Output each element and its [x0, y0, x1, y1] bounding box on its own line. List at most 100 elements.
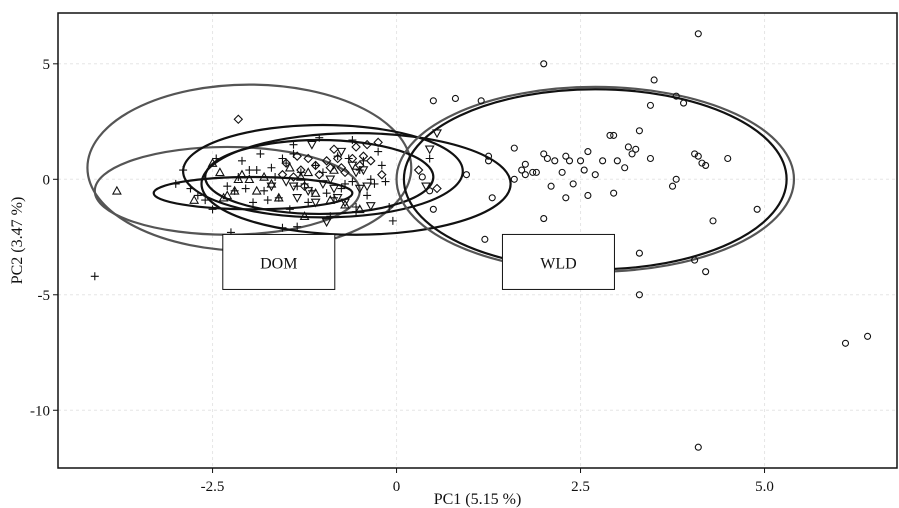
- group-label-box: [222, 233, 336, 290]
- point-triangle-down: [321, 218, 332, 228]
- point-circle: [426, 187, 434, 195]
- point-triangle-up: [284, 162, 295, 172]
- point-circle: [521, 160, 529, 168]
- point-circle: [613, 157, 621, 165]
- point-plus: [271, 172, 280, 181]
- point-circle: [540, 150, 548, 158]
- plot-frame: [57, 12, 898, 469]
- group-label-text: WLD: [540, 255, 576, 272]
- point-diamond: [329, 144, 339, 155]
- point-triangle-down: [362, 182, 373, 192]
- point-triangle-down: [329, 184, 339, 194]
- point-circle: [451, 94, 459, 103]
- point-diamond: [288, 172, 299, 182]
- point-plus: [366, 175, 375, 184]
- y-tick-label: -5: [38, 288, 51, 304]
- point-circle: [510, 175, 518, 183]
- point-circle: [565, 157, 574, 165]
- point-circle: [753, 205, 761, 213]
- point-triangle-down: [340, 198, 350, 208]
- point-circle: [680, 99, 688, 107]
- x-tick-label: -2.5: [201, 479, 225, 495]
- point-diamond: [354, 160, 365, 171]
- point-circle: [668, 182, 677, 190]
- point-plus: [337, 184, 346, 193]
- point-diamond: [296, 165, 306, 175]
- point-circle: [540, 215, 548, 223]
- point-triangle-down: [306, 140, 317, 150]
- point-plus: [237, 156, 246, 165]
- point-circle: [646, 101, 655, 109]
- point-plus: [363, 191, 372, 200]
- point-diamond: [299, 181, 310, 192]
- point-circle: [709, 217, 717, 225]
- point-diamond: [321, 156, 332, 166]
- point-circle: [584, 191, 592, 200]
- point-circle: [529, 168, 537, 176]
- point-circle: [569, 180, 577, 188]
- point-diamond: [310, 160, 321, 171]
- point-circle: [724, 154, 732, 163]
- point-circle: [650, 76, 658, 84]
- point-circle: [576, 157, 585, 165]
- point-triangle-down: [288, 182, 299, 192]
- point-circle: [841, 339, 850, 347]
- point-plus: [377, 161, 386, 170]
- point-diamond: [432, 183, 442, 194]
- point-plus: [341, 179, 350, 188]
- point-plus: [90, 272, 99, 281]
- point-plus: [260, 186, 269, 195]
- point-circle: [646, 154, 655, 163]
- x-tick-label: 0: [393, 479, 401, 495]
- point-triangle-down: [310, 198, 321, 208]
- group-labels: DOM WLD: [222, 233, 615, 290]
- y-axis-title: PC2 (3.47 %): [9, 197, 26, 285]
- point-triangle-up: [189, 194, 200, 204]
- point-plus: [186, 184, 195, 193]
- point-circle: [429, 205, 437, 213]
- point-circle: [481, 235, 489, 243]
- point-circle: [628, 150, 636, 158]
- point-plus: [311, 161, 320, 170]
- point-circle: [462, 171, 471, 179]
- gridlines: [58, 13, 897, 468]
- point-diamond: [233, 114, 244, 125]
- data-points: [90, 30, 872, 451]
- point-diamond: [362, 139, 372, 150]
- point-circle: [624, 143, 632, 151]
- point-plus: [278, 223, 287, 232]
- point-diamond: [281, 158, 291, 168]
- point-diamond: [347, 153, 358, 164]
- group-label-text: DOM: [260, 255, 297, 272]
- point-triangle-down: [303, 187, 314, 196]
- point-circle: [694, 443, 702, 451]
- point-plus: [385, 203, 394, 212]
- point-plus: [388, 216, 397, 225]
- point-triangle-up: [237, 169, 247, 179]
- group-label-box: [501, 233, 615, 290]
- point-plus: [278, 154, 287, 163]
- point-circle: [532, 168, 540, 176]
- point-plus: [249, 198, 258, 207]
- point-diamond: [340, 167, 350, 178]
- point-plus: [322, 189, 331, 198]
- point-diamond: [351, 142, 361, 152]
- point-circle: [606, 131, 614, 139]
- point-circle: [610, 131, 618, 139]
- point-plus: [208, 205, 217, 214]
- point-plus: [179, 166, 188, 175]
- point-circle: [584, 148, 592, 156]
- point-plus: [333, 152, 342, 161]
- point-circle: [580, 166, 588, 174]
- confidence-ellipse: [200, 132, 512, 236]
- point-circle: [691, 256, 699, 264]
- point-circle: [610, 189, 618, 197]
- point-circle: [547, 182, 555, 190]
- point-triangle-down: [358, 166, 369, 176]
- point-circle: [702, 268, 710, 276]
- point-plus: [171, 179, 180, 188]
- point-circle: [558, 168, 566, 176]
- point-diamond: [277, 169, 288, 180]
- point-triangle-up: [233, 174, 244, 184]
- y-tick-label: 5: [43, 57, 51, 73]
